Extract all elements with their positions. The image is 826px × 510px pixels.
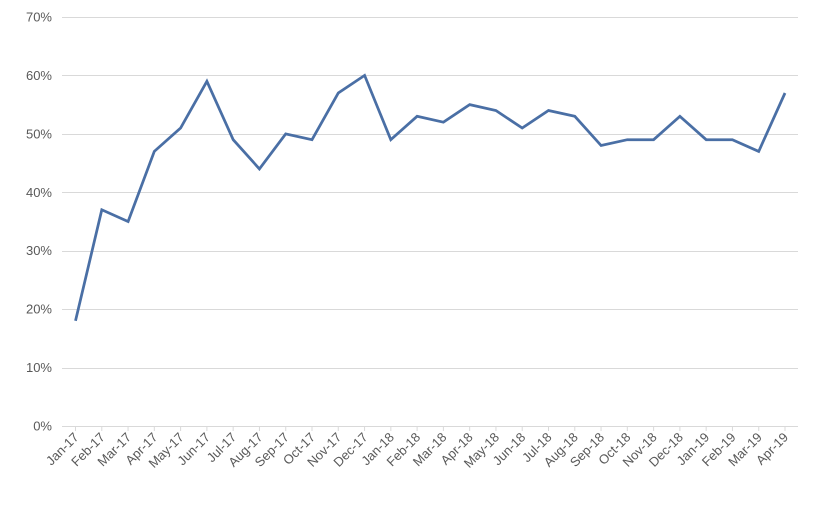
data-point <box>782 90 788 96</box>
data-point <box>99 207 105 213</box>
gridlines <box>62 17 798 427</box>
data-point <box>204 78 210 84</box>
data-point <box>624 137 630 143</box>
data-point <box>414 113 420 119</box>
data-point <box>703 137 709 143</box>
data-point <box>729 137 735 143</box>
y-tick-label: 70% <box>26 10 52 25</box>
data-point <box>388 137 394 143</box>
y-tick-label: 40% <box>26 185 52 200</box>
data-point <box>309 137 315 143</box>
y-tick-label: 50% <box>26 126 52 141</box>
data-point <box>362 72 368 78</box>
y-tick-label: 60% <box>26 68 52 83</box>
data-point <box>125 219 131 225</box>
data-point <box>677 113 683 119</box>
data-point <box>440 119 446 125</box>
data-point <box>572 113 578 119</box>
data-point <box>178 125 184 131</box>
x-axis: Jan-17Feb-17Mar-17Apr-17May-17Jun-17Jul-… <box>43 426 791 471</box>
data-point <box>230 137 236 143</box>
y-tick-label: 10% <box>26 360 52 375</box>
y-tick-label: 20% <box>26 302 52 317</box>
y-tick-label: 30% <box>26 243 52 258</box>
data-point <box>546 107 552 113</box>
data-point <box>256 166 262 172</box>
data-point <box>283 131 289 137</box>
data-point <box>73 318 79 324</box>
data-point <box>756 148 762 154</box>
data-point <box>335 90 341 96</box>
series-layer <box>73 72 788 324</box>
data-point <box>467 102 473 108</box>
data-point <box>493 107 499 113</box>
y-tick-label: 0% <box>33 419 52 434</box>
data-point <box>651 137 657 143</box>
data-point <box>151 148 157 154</box>
series-line <box>74 73 787 322</box>
y-axis: 0% 10% 20% 30% 40% 50% 60% 70% <box>26 10 52 434</box>
data-point <box>519 125 525 131</box>
data-point <box>598 143 604 149</box>
